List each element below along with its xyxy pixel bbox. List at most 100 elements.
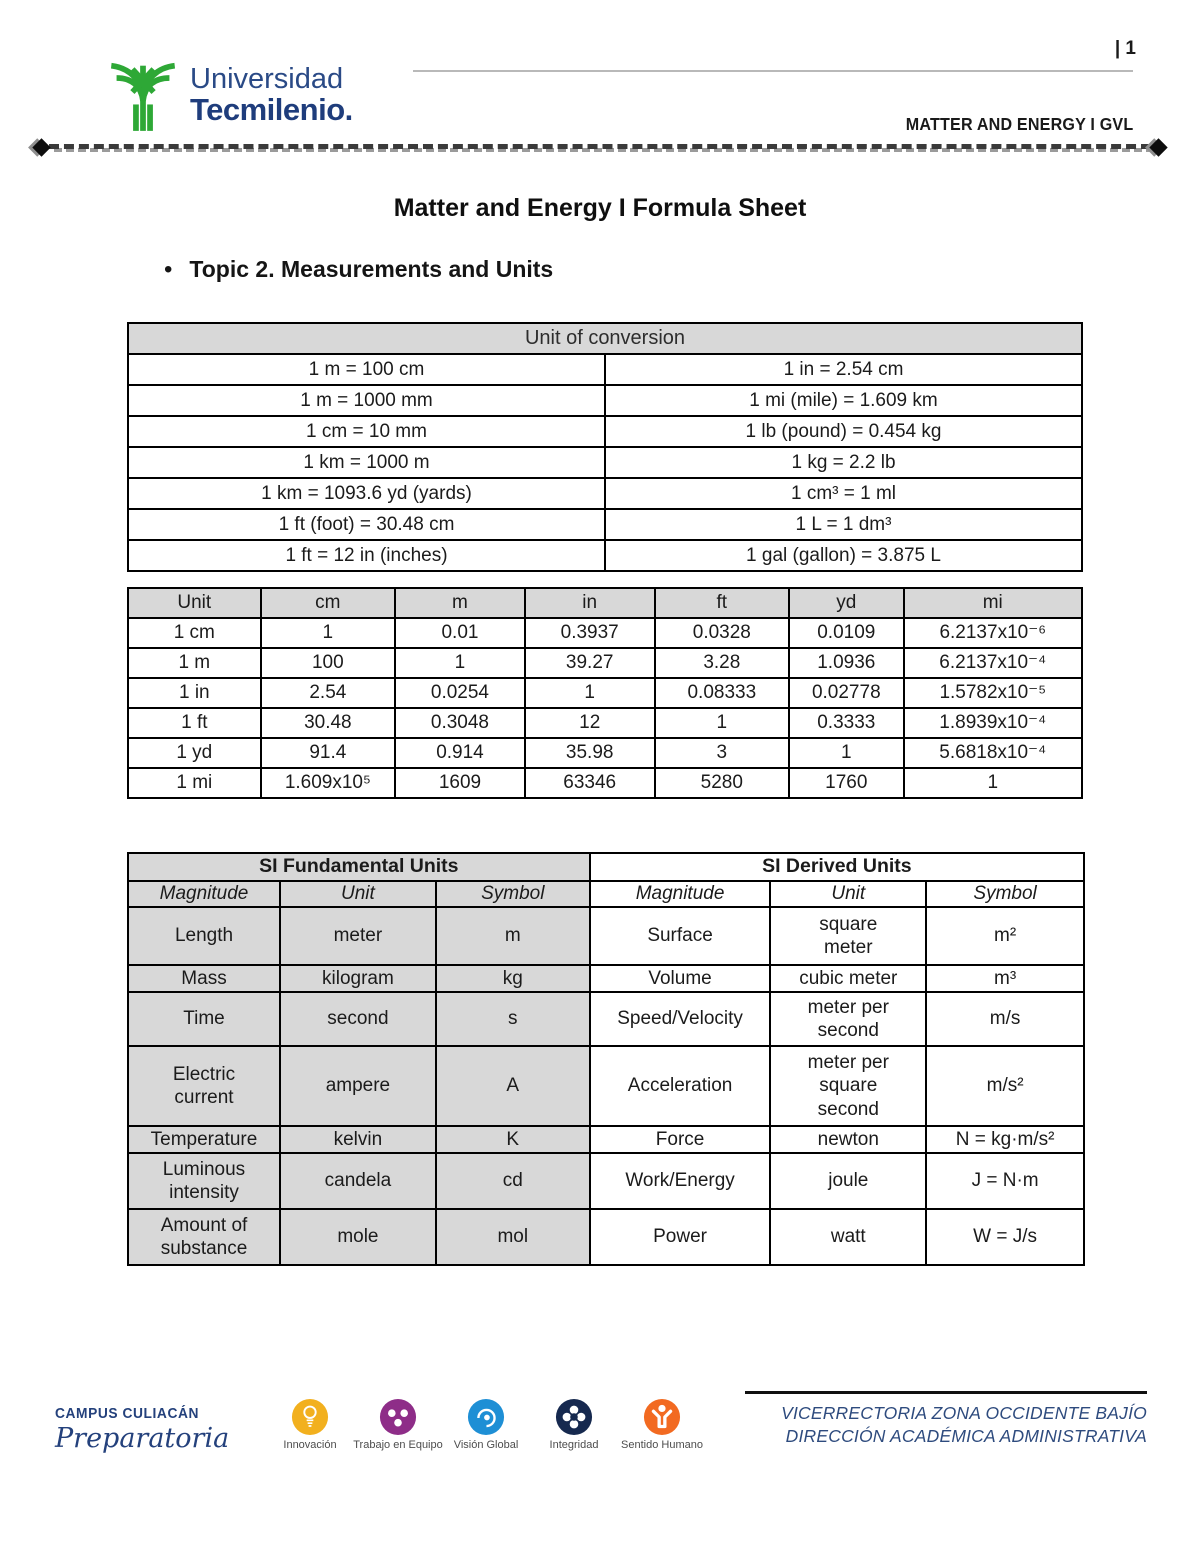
program-label: Preparatoria [55,1423,230,1454]
si-cell: meter per square second [769,1045,928,1127]
matrix-cell: 0.914 [394,737,526,769]
matrix-cell: 1 [394,647,526,679]
si-cell: Mass [127,964,281,993]
logo-universidad: Universidad [190,63,344,95]
matrix-cell: 5.6818x10⁻⁴ [902,737,1084,769]
topic-text: Topic 2. Measurements and Units [189,256,554,282]
si-subheader: Symbol [434,880,591,908]
matrix-header: yd [788,587,905,619]
si-cell: newton [769,1125,928,1154]
si-cell: cd [434,1152,591,1210]
integrity-icon [555,1398,593,1436]
matrix-cell: 1 [902,767,1084,799]
matrix-cell: 1 in [127,677,262,709]
value-label: Trabajo en Equipo [353,1439,443,1451]
si-cell: Temperature [127,1125,281,1154]
matrix-header: Unit [127,587,262,619]
matrix-cell: 0.0109 [788,617,905,649]
conversion-cell: 1 ft (foot) = 30.48 cm [127,508,606,541]
human-sense-icon [643,1398,681,1436]
matrix-cell: 0.01 [394,617,526,649]
teamwork-icon [379,1398,417,1436]
si-cell: K [434,1125,591,1154]
conversion-cell: 1 L = 1 dm³ [604,508,1083,541]
matrix-cell: 1.0936 [788,647,905,679]
si-cell: m/s [925,991,1085,1047]
matrix-cell: 0.02778 [788,677,905,709]
matrix-cell: 1.5782x10⁻⁵ [902,677,1084,709]
si-cell: m³ [925,964,1085,993]
value-integridad: Integridad [530,1398,618,1451]
si-cell: mol [434,1208,591,1266]
si-cell: kg [434,964,591,993]
si-cell: Force [588,1125,772,1154]
university-logo: Universidad Tecmilenio. [106,52,353,134]
dashed-separator-shadow [54,148,1154,152]
matrix-cell: 1 [259,617,397,649]
dashed-separator [32,138,1168,161]
si-subheader: Symbol [925,880,1085,908]
si-cell: meter [279,906,437,966]
si-cell: Acceleration [588,1045,772,1127]
header-rule [413,70,1133,72]
si-cell: Amount of substance [127,1208,281,1266]
si-cell: Length [127,906,281,966]
logo-text: Universidad Tecmilenio. [190,52,353,126]
matrix-cell: 0.3048 [394,707,526,739]
conversion-cell: 1 lb (pound) = 0.454 kg [604,415,1083,448]
matrix-cell: 1 yd [127,737,262,769]
dashed-separator-line [49,144,1151,149]
si-cell: A [434,1045,591,1127]
conversion-cell: 1 in = 2.54 cm [604,353,1083,386]
si-cell: Power [588,1208,772,1266]
matrix-cell: 5280 [653,767,791,799]
si-cell: s [434,991,591,1047]
diamond-right-icon [1149,138,1168,157]
si-cell: watt [769,1208,928,1266]
si-cell: m² [925,906,1085,966]
matrix-cell: 100 [259,647,397,679]
matrix-cell: 6.2137x10⁻⁶ [902,617,1084,649]
topic-heading: • Topic 2. Measurements and Units [164,256,553,283]
si-subheader: Magnitude [127,880,281,908]
si-cell: m [434,906,591,966]
footer-rule [745,1391,1147,1394]
si-cell: Luminous intensity [127,1152,281,1210]
si-cell: kelvin [279,1125,437,1154]
si-cell: joule [769,1152,928,1210]
si-subheader: Magnitude [588,880,772,908]
si-cell: W = J/s [925,1208,1085,1266]
conversion-table-title: Unit of conversion [127,322,1083,355]
matrix-header: m [394,587,526,619]
value-label: Sentido Humano [621,1439,703,1451]
conversion-cell: 1 cm = 10 mm [127,415,606,448]
value-vision-global: Visión Global [442,1398,530,1451]
matrix-cell: 3.28 [653,647,791,679]
tecmilenio-tree-icon [110,62,176,131]
matrix-cell: 91.4 [259,737,397,769]
conversion-cell: 1 km = 1000 m [127,446,606,479]
page-title: Matter and Energy I Formula Sheet [393,194,807,222]
matrix-cell: 35.98 [523,737,656,769]
matrix-header: in [523,587,656,619]
matrix-cell: 0.0254 [394,677,526,709]
si-cell: mole [279,1208,437,1266]
matrix-cell: 1 m [127,647,262,679]
value-trabajo-en-equipo: Trabajo en Equipo [353,1398,443,1451]
matrix-cell: 1 [523,677,656,709]
unit-conversion-table: Unit of conversion 1 m = 100 cm 1 in = 2… [127,322,1083,572]
value-label: Integridad [549,1439,599,1451]
matrix-cell: 63346 [523,767,656,799]
global-vision-icon [467,1398,505,1436]
matrix-cell: 1 [788,737,905,769]
value-label: Visión Global [453,1439,519,1451]
matrix-cell: 0.0328 [653,617,791,649]
matrix-cell: 1760 [788,767,905,799]
si-cell: m/s² [925,1045,1085,1127]
conversion-cell: 1 m = 1000 mm [127,384,606,417]
matrix-cell: 3 [653,737,791,769]
matrix-cell: 0.3333 [788,707,905,739]
si-cell: Time [127,991,281,1047]
si-fundamental-header: SI Fundamental Units [127,852,591,882]
vicerrectoria-line2: DIRECCIÓN ACADÉMICA ADMINISTRATIVA [785,1426,1147,1447]
